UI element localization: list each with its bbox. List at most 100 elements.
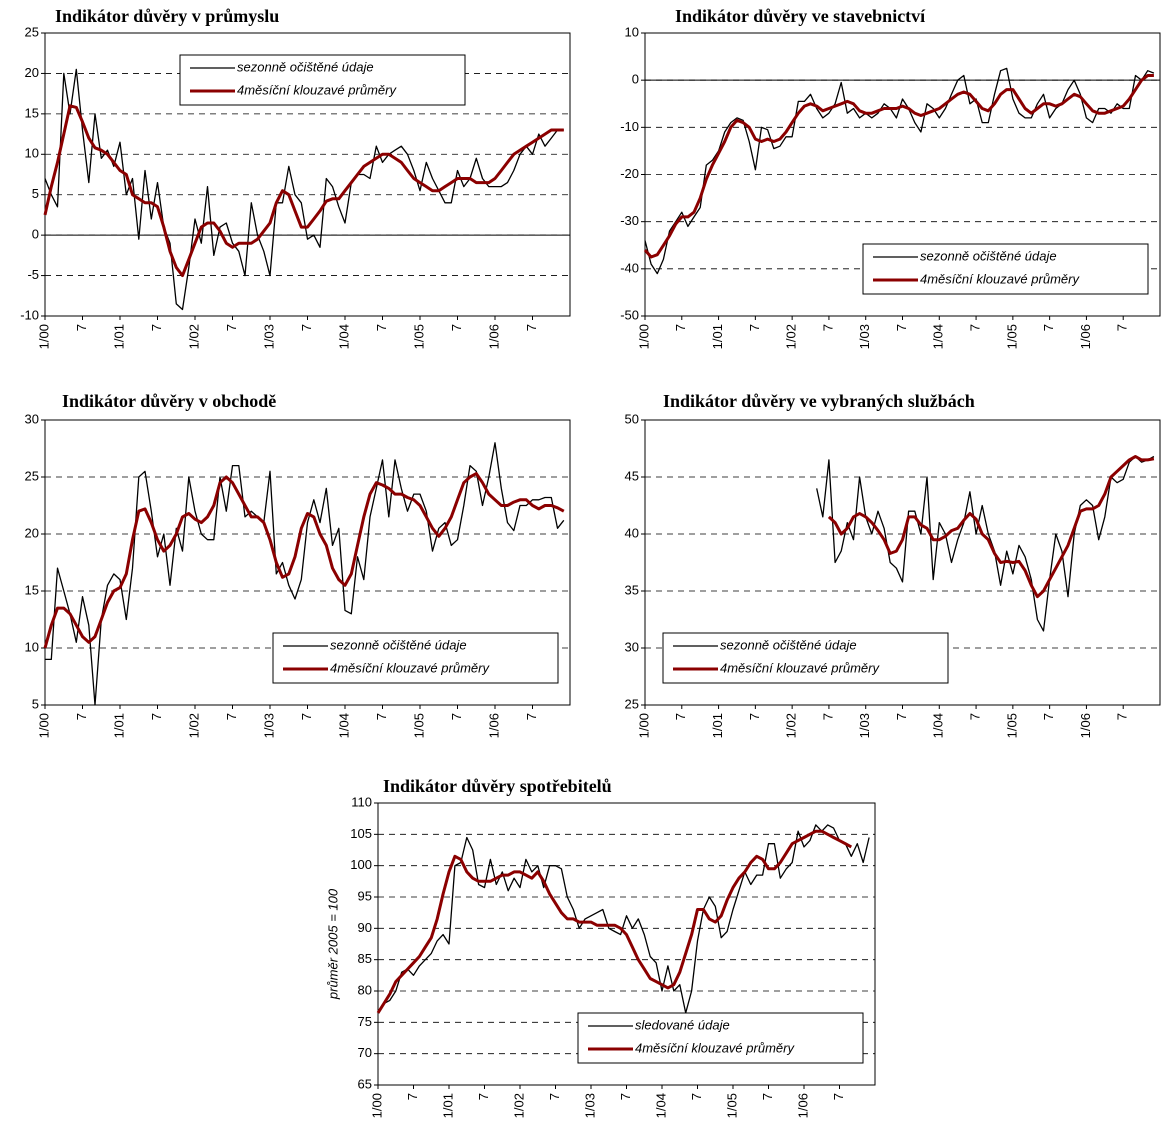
x-tick-label: 7: [449, 324, 464, 331]
y-tick-label: 70: [358, 1045, 372, 1060]
x-tick-label: 7: [968, 324, 983, 331]
x-tick-label: 7: [689, 1093, 704, 1100]
panel: Indikátor důvěry v průmyslu -10 -5 0 5 10 15 20…: [20, 6, 571, 349]
y-axis-label: průměr 2005 = 100: [325, 888, 340, 1000]
y-tick-label: -30: [620, 213, 639, 228]
x-tick-label: 1/02: [186, 713, 201, 738]
series-line: [376, 829, 853, 1014]
x-tick-label: 7: [374, 713, 389, 720]
x-tick-label: 7: [760, 1093, 775, 1100]
y-tick-label: -50: [620, 307, 639, 322]
y-tick-label: -40: [620, 260, 639, 275]
x-tick-label: 7: [524, 324, 539, 331]
chart-title: Indikátor důvěry ve stavebnictví: [675, 6, 926, 26]
y-tick-label: 95: [358, 888, 372, 903]
y-tick-label: 75: [358, 1014, 372, 1029]
x-tick-label: 1/03: [261, 713, 276, 738]
x-tick-label: 1/05: [411, 324, 426, 349]
y-tick-label: 15: [25, 582, 39, 597]
legend-label: sezonně očištěné údaje: [330, 637, 467, 652]
x-tick-label: 1/06: [486, 324, 501, 349]
x-tick-label: 7: [831, 1093, 846, 1100]
x-tick-label: 1/04: [931, 713, 946, 738]
x-tick-label: 1/02: [784, 713, 799, 738]
x-tick-label: 1/04: [931, 324, 946, 349]
y-tick-label: 10: [625, 24, 639, 39]
x-tick-label: 1/01: [111, 324, 126, 349]
legend-label: 4měsíční klouzavé průměry: [330, 660, 490, 675]
x-tick-label: 1/04: [336, 324, 351, 349]
x-tick-label: 1/05: [1004, 324, 1019, 349]
x-tick-label: 7: [149, 713, 164, 720]
y-tick-label: 65: [358, 1076, 372, 1091]
x-tick-label: 1/06: [486, 713, 501, 738]
y-tick-label: -20: [620, 166, 639, 181]
panel: Indikátor důvěry v obchodě 5 10 15 20 25 30 1/0…: [25, 391, 571, 738]
series-line: [44, 68, 564, 311]
series-line: [643, 74, 1154, 259]
y-tick-label: 25: [625, 696, 639, 711]
y-tick-label: -10: [620, 119, 639, 134]
x-tick-label: 1/06: [795, 1093, 810, 1118]
legend-label: sezonně očištěné údaje: [720, 637, 857, 652]
legend-label: 4měsíční klouzavé průměry: [237, 82, 397, 97]
x-tick-label: 7: [299, 324, 314, 331]
y-tick-label: 80: [358, 982, 372, 997]
x-tick-label: 7: [1041, 324, 1056, 331]
x-tick-label: 7: [747, 713, 762, 720]
chart-title: Indikátor důvěry v průmyslu: [55, 6, 279, 26]
chart-title: Indikátor důvěry v obchodě: [62, 391, 276, 411]
x-tick-label: 1/01: [111, 713, 126, 738]
x-tick-label: 7: [820, 713, 835, 720]
x-tick-label: 1/02: [511, 1093, 526, 1118]
x-tick-label: 7: [547, 1093, 562, 1100]
x-tick-label: 7: [449, 713, 464, 720]
x-tick-label: 7: [968, 713, 983, 720]
y-tick-label: 30: [25, 411, 39, 426]
panel: Indikátor důvěry ve stavebnictví -50 -40 -3…: [620, 6, 1161, 349]
chart-title: Indikátor důvěry ve vybraných službách: [663, 391, 975, 411]
y-tick-label: 10: [25, 146, 39, 161]
x-tick-label: 7: [224, 324, 239, 331]
y-tick-label: 110: [351, 794, 372, 809]
x-tick-label: 1/03: [582, 1093, 597, 1118]
y-tick-label: 45: [625, 468, 639, 483]
x-tick-label: 1/00: [636, 713, 651, 738]
series-line: [816, 455, 1155, 632]
x-tick-label: 7: [74, 324, 89, 331]
y-tick-label: 40: [625, 525, 639, 540]
x-tick-label: 7: [820, 324, 835, 331]
x-tick-label: 1/00: [369, 1093, 384, 1118]
x-tick-label: 7: [299, 713, 314, 720]
x-tick-label: 1/03: [857, 324, 872, 349]
y-tick-label: 105: [350, 826, 372, 841]
x-tick-label: 1/05: [1004, 713, 1019, 738]
x-tick-label: 7: [894, 324, 909, 331]
x-tick-label: 1/00: [636, 324, 651, 349]
legend: sezonně očištěné údaje 4měsíční klouzavé …: [179, 54, 466, 106]
x-tick-label: 7: [747, 324, 762, 331]
y-tick-label: 20: [25, 65, 39, 80]
legend-label: 4měsíční klouzavé průměry: [720, 660, 880, 675]
y-tick-label: 85: [358, 951, 372, 966]
x-tick-label: 7: [476, 1093, 491, 1100]
legend-box: [179, 54, 466, 106]
x-tick-label: 7: [1115, 324, 1130, 331]
legend-label: 4měsíční klouzavé průměry: [635, 1040, 795, 1055]
series-line: [43, 104, 564, 278]
chart-title: Indikátor důvěry spotřebitelů: [383, 776, 612, 796]
x-tick-label: 1/02: [186, 324, 201, 349]
x-tick-label: 7: [149, 324, 164, 331]
panel: Indikátor důvěry spotřebitelů 65 70 75 80 85 9…: [325, 776, 876, 1118]
series-line: [644, 67, 1155, 275]
series-line: [827, 455, 1155, 599]
legend: sezonně očištěné údaje 4měsíční klouzavé …: [862, 243, 1149, 295]
y-tick-label: 0: [632, 72, 639, 87]
y-tick-label: 30: [625, 639, 639, 654]
y-tick-label: 100: [350, 857, 372, 872]
y-tick-label: 0: [32, 227, 39, 242]
legend: sledované údaje 4měsíční klouzavé průměry: [577, 1012, 864, 1064]
legend-label: sledované údaje: [635, 1017, 730, 1032]
legend-box: [862, 243, 1149, 295]
x-tick-label: 1/01: [710, 324, 725, 349]
